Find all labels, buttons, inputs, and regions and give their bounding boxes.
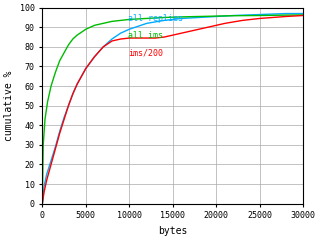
Text: all replies: all replies <box>129 13 183 23</box>
Y-axis label: cumulative %: cumulative % <box>4 70 14 141</box>
Text: ims/200: ims/200 <box>129 49 164 58</box>
Text: all ims: all ims <box>129 31 164 40</box>
X-axis label: bytes: bytes <box>158 226 188 236</box>
